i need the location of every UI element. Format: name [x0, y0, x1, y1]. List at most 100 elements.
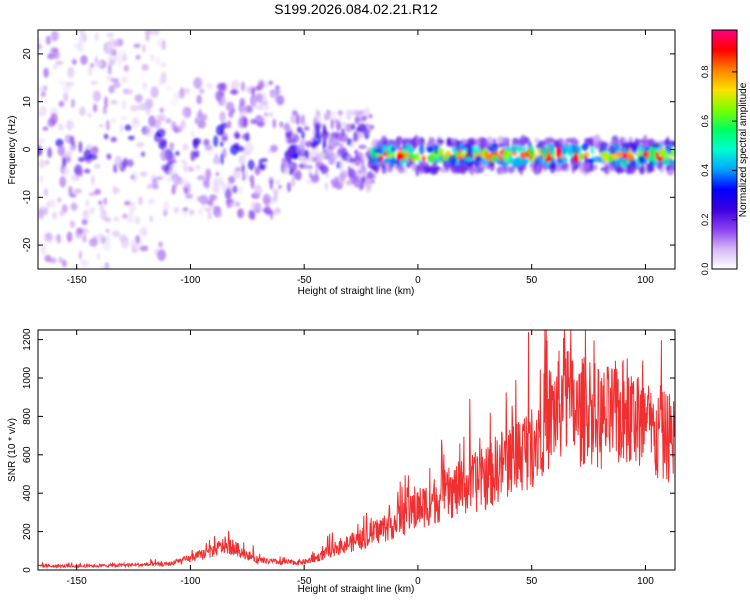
heatmap-cell — [454, 140, 464, 145]
heatmap-cell — [254, 166, 261, 176]
heatmap-cell — [537, 147, 542, 157]
heatmap-cell — [658, 139, 664, 146]
heatmap-cell — [502, 147, 512, 152]
y-tick-label: 800 — [22, 408, 33, 425]
x-tick-label: -50 — [297, 275, 312, 286]
heatmap-cell — [225, 101, 235, 112]
heatmap-cell — [70, 202, 78, 211]
heatmap-cell — [221, 181, 226, 193]
heatmap-cell — [55, 138, 64, 147]
heatmap-cell — [184, 186, 188, 195]
heatmap-cell — [586, 158, 595, 163]
heatmap-cell — [96, 253, 101, 260]
heatmap-cell — [234, 166, 242, 172]
heatmap-cell — [283, 165, 289, 176]
heatmap-cell — [228, 110, 234, 118]
heatmap-cell — [244, 142, 254, 155]
heatmap-cell — [188, 166, 194, 173]
heatmap-cell — [254, 184, 263, 197]
heatmap-cell — [205, 150, 215, 156]
colorbar-tick-label: 0.2 — [700, 213, 710, 226]
heatmap-cell — [93, 103, 98, 113]
x-tick-label: -100 — [180, 275, 200, 286]
heatmap-cell — [354, 115, 360, 125]
heatmap-cell — [644, 142, 650, 148]
heatmap-cell — [82, 236, 87, 243]
heatmap-cell — [263, 205, 271, 215]
heatmap-cell — [214, 153, 218, 158]
heatmap-cell — [83, 149, 92, 161]
heatmap-cell — [165, 84, 172, 91]
y-tick-label: 200 — [22, 523, 33, 540]
heatmap-cell — [445, 150, 451, 157]
heatmap-cell — [134, 215, 141, 225]
heatmap-cell — [107, 63, 112, 75]
heatmap-cell — [263, 112, 269, 117]
heatmap-cell — [375, 143, 381, 150]
x-tick-label: 0 — [415, 576, 421, 587]
heatmap-cell — [611, 153, 619, 160]
heatmap-cell — [197, 175, 205, 181]
heatmap-cell — [157, 249, 167, 261]
heatmap-cell — [38, 208, 45, 220]
heatmap-cell — [260, 164, 266, 171]
heatmap-cell — [228, 175, 236, 184]
heatmap-cell — [207, 199, 214, 207]
heatmap-cell — [216, 97, 221, 102]
heatmap-cell — [58, 79, 65, 85]
heatmap-cell — [162, 171, 166, 178]
heatmap-cell — [64, 151, 72, 159]
heatmap-cell — [118, 234, 128, 242]
heatmap-cell — [351, 109, 360, 116]
heatmap-cell — [467, 140, 476, 145]
heatmap-cell — [156, 137, 164, 143]
heatmap-cell — [110, 136, 117, 143]
heatmap-cell — [51, 30, 59, 42]
x-tick-label: -150 — [67, 576, 87, 587]
heatmap-cell — [94, 188, 101, 195]
heatmap-cell — [38, 44, 43, 50]
heatmap-cell — [135, 54, 141, 60]
heatmap-cell — [253, 201, 262, 210]
heatmap-cell — [519, 139, 527, 147]
heatmap-cell — [197, 119, 206, 129]
heatmap-cell — [497, 136, 505, 145]
heatmap-cell — [422, 156, 426, 161]
heatmap-cell — [92, 90, 101, 102]
heatmap-cell — [339, 114, 343, 120]
heatmap-cell — [259, 100, 269, 106]
heatmap-cell — [290, 114, 297, 124]
heatmap-cell — [339, 171, 349, 179]
heatmap-cell — [57, 145, 66, 157]
heatmap-cell — [288, 138, 296, 144]
heatmap-cell — [411, 163, 416, 169]
heatmap-cell — [65, 82, 75, 86]
heatmap-cell — [535, 155, 543, 166]
heatmap-cell — [87, 112, 92, 118]
spectrogram-x-ticks: -150 -100 -50 0 50 100 — [67, 30, 654, 286]
heatmap-cell — [131, 117, 140, 129]
heatmap-cell — [215, 183, 221, 195]
heatmap-cell — [180, 159, 187, 164]
heatmap-cell — [270, 196, 275, 205]
heatmap-cell — [224, 188, 232, 200]
heatmap-cell — [330, 118, 334, 130]
heatmap-cell — [53, 47, 60, 60]
heatmap-cell — [182, 143, 189, 151]
heatmap-cell — [173, 206, 180, 214]
heatmap-cell — [241, 106, 247, 117]
y-tick-label: 600 — [22, 446, 33, 463]
heatmap-cell — [82, 32, 87, 43]
y-tick-label: 0 — [22, 567, 33, 573]
x-tick-label: 100 — [637, 576, 654, 587]
heatmap-cell — [212, 156, 221, 165]
heatmap-cell — [544, 138, 550, 146]
heatmap-cell — [273, 190, 278, 203]
heatmap-cell — [262, 193, 271, 205]
heatmap-cell — [232, 169, 241, 179]
heatmap-cell — [67, 66, 75, 79]
heatmap-cell — [322, 138, 326, 151]
heatmap-cell — [671, 149, 675, 154]
heatmap-cell — [458, 161, 466, 174]
heatmap-cell — [219, 111, 226, 123]
